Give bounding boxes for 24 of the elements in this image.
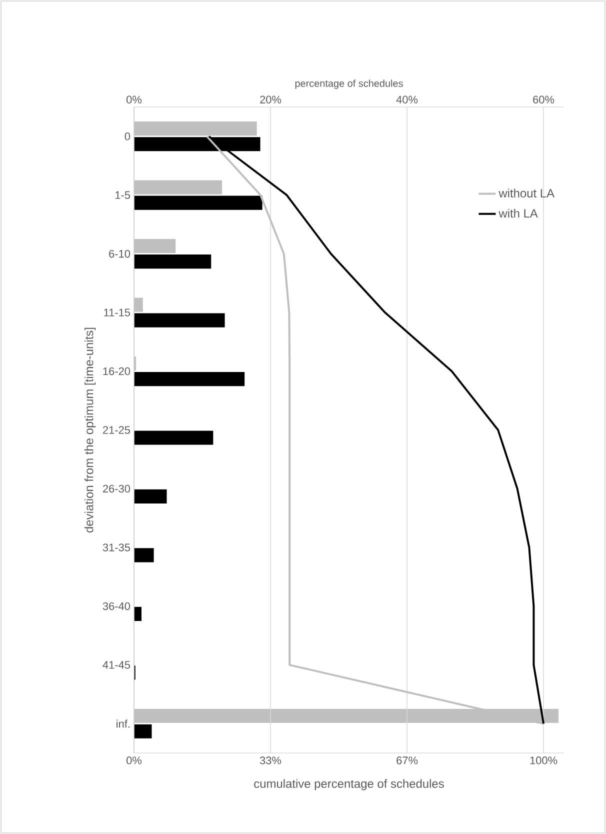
y-tick-label: 36-40 <box>102 602 130 610</box>
y-tick-label: 0 <box>124 132 130 140</box>
x2-axis-title: percentage of schedules <box>295 80 403 89</box>
legend-label: with LA <box>498 208 538 218</box>
x2-tick-label: 60% <box>533 96 554 104</box>
y-tick-label: 11-15 <box>104 308 130 316</box>
y-tick-label: inf. <box>116 720 130 728</box>
x2-tick-label: 20% <box>260 96 282 104</box>
y-tick-label: 6-10 <box>109 250 130 258</box>
y-tick-label: 21-25 <box>103 426 130 434</box>
x2-tick-label: 0% <box>126 96 142 104</box>
x-tick-label: 33% <box>260 756 282 764</box>
x-tick-label: 100% <box>530 756 558 764</box>
y-tick-label: 16-20 <box>103 367 130 376</box>
y-axis-title: deviation from the optimum [time-units] <box>84 328 96 532</box>
y-tick-label: 1-5 <box>115 191 130 199</box>
legend-label: without LA <box>498 188 554 198</box>
x-tick-label: 67% <box>396 756 418 764</box>
y-tick-label: 31-35 <box>102 544 130 552</box>
x2-tick-label: 40% <box>396 96 418 104</box>
x-tick-label: 0% <box>126 756 142 764</box>
y-tick-label: 41-45 <box>102 661 130 669</box>
y-tick-label: 26-30 <box>103 484 130 493</box>
x-axis-title: cumulative percentage of schedules <box>254 779 444 790</box>
